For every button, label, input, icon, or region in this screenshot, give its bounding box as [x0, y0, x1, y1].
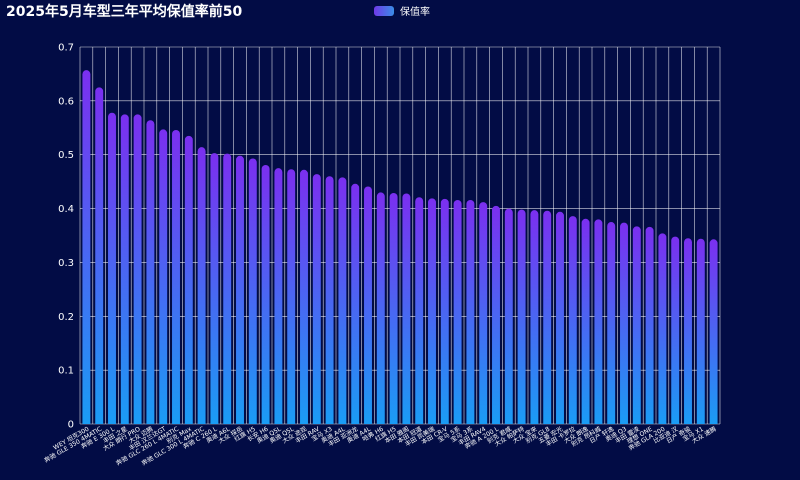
bar[interactable]	[556, 211, 564, 424]
y-axis: 0 0.1 0.2 0.3 0.4 0.5 0.6 0.7	[58, 43, 74, 431]
bar[interactable]	[248, 158, 257, 424]
chart-title: 2025年5月车型三年平均保值率前50	[6, 4, 243, 20]
bar[interactable]	[146, 120, 155, 424]
x-tick-label: 奔驰 GLE 350 4MATIC	[43, 425, 103, 465]
bar[interactable]	[389, 192, 398, 424]
y-tick-label: 0.1	[58, 366, 74, 377]
bar[interactable]	[133, 114, 142, 425]
bar[interactable]	[108, 112, 116, 424]
bar[interactable]	[620, 222, 628, 424]
y-tick-label: 0.5	[58, 150, 74, 161]
bar[interactable]	[632, 226, 641, 424]
bar[interactable]	[479, 202, 488, 424]
bar[interactable]	[300, 169, 308, 424]
legend-label: 保值率	[400, 7, 430, 18]
bar[interactable]	[159, 129, 168, 424]
bar[interactable]	[504, 208, 513, 424]
y-tick-label: 0.7	[58, 43, 74, 54]
bar[interactable]	[594, 219, 603, 424]
bar[interactable]	[236, 155, 244, 424]
bar[interactable]	[440, 198, 449, 424]
bar[interactable]	[466, 199, 475, 424]
bar[interactable]	[184, 135, 193, 424]
bar[interactable]	[607, 222, 616, 424]
bar[interactable]	[223, 153, 232, 424]
bar[interactable]	[453, 199, 462, 424]
bar[interactable]	[197, 147, 206, 424]
bar[interactable]	[492, 205, 500, 424]
bar[interactable]	[581, 218, 590, 424]
bar[interactable]	[543, 210, 552, 424]
bar[interactable]	[325, 176, 334, 424]
y-tick-label: 0.6	[58, 96, 74, 107]
legend[interactable]: 保值率	[374, 3, 430, 18]
bar[interactable]	[364, 186, 372, 424]
bar[interactable]	[415, 197, 424, 424]
bar[interactable]	[95, 87, 104, 424]
y-tick-label: 0.2	[58, 312, 74, 323]
bar[interactable]	[658, 233, 667, 424]
y-tick-label: 0	[68, 420, 74, 431]
bar[interactable]	[287, 169, 296, 424]
bar[interactable]	[645, 226, 654, 424]
bar[interactable]	[351, 183, 360, 424]
bar[interactable]	[261, 164, 270, 424]
bar[interactable]	[517, 209, 526, 424]
bar[interactable]	[312, 174, 321, 424]
bar[interactable]	[671, 236, 680, 424]
bar[interactable]	[428, 198, 436, 424]
bar[interactable]	[530, 210, 539, 424]
legend-swatch	[374, 5, 394, 16]
bar[interactable]	[709, 239, 718, 424]
bar[interactable]	[684, 238, 692, 424]
bar[interactable]	[338, 177, 347, 424]
bar[interactable]	[696, 238, 705, 424]
bar[interactable]	[274, 168, 283, 424]
bar[interactable]	[376, 192, 385, 424]
bar[interactable]	[82, 70, 91, 424]
bar[interactable]	[402, 193, 411, 424]
bar-layer	[82, 70, 718, 425]
bar[interactable]	[210, 153, 219, 424]
y-tick-label: 0.3	[58, 258, 74, 269]
bar[interactable]	[120, 114, 129, 425]
y-tick-label: 0.4	[58, 204, 74, 215]
bar[interactable]	[568, 216, 577, 424]
bar[interactable]	[172, 129, 180, 424]
